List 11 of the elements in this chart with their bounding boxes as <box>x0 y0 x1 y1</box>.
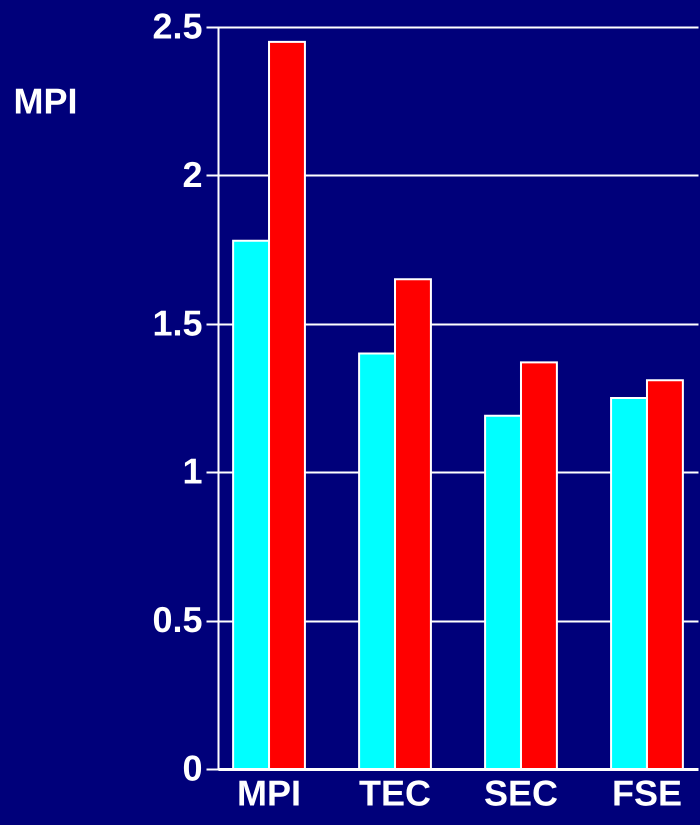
y-tick-label: 0 <box>182 748 202 788</box>
x-tick-label: FSE <box>612 772 682 814</box>
x-tick-label: MPI <box>237 772 302 814</box>
y-tick-label: 2 <box>182 154 202 195</box>
y-tick-label: 1 <box>182 450 202 492</box>
x-tick-label: SEC <box>484 772 558 814</box>
y-tick-label: 1.5 <box>152 302 202 344</box>
y-axis-title: MPI <box>14 80 78 122</box>
y-tick-label: 2.5 <box>152 6 202 46</box>
y-tick-label: 0.5 <box>152 599 202 640</box>
x-tick-label: TEC <box>359 772 432 814</box>
